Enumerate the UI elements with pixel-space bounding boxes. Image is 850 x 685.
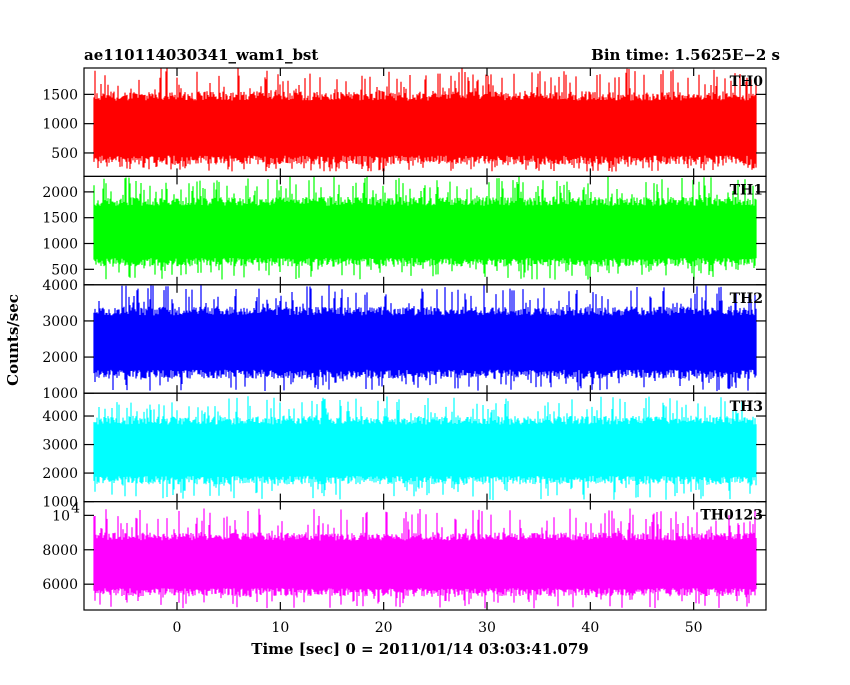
panel-th2: 1000 2000 3000 4000 TH2: [42, 278, 767, 402]
y-tick-label: 500: [51, 262, 78, 278]
panel-frame: [83, 501, 767, 611]
x-tick-label: 10: [271, 620, 289, 636]
x-tick-label: 0: [173, 620, 182, 636]
x-tick-label: 40: [581, 620, 599, 636]
series-th1: [93, 176, 757, 280]
y-tick-label: 4000: [42, 278, 78, 294]
panel-th0123: 6000 8000 410 TH0123: [42, 500, 767, 611]
y-tick-label: 3000: [42, 314, 78, 330]
panel-th3: 1000 2000 3000 4000 TH3: [42, 392, 767, 511]
panel-label-th1: TH1: [730, 182, 763, 198]
figure-title: ae110114030341_wam1_bst: [84, 46, 318, 64]
y-tick-label: 2000: [42, 185, 78, 201]
panel-th1: 500 1000 1500 2000 TH1: [42, 175, 767, 286]
panel-th0: 500 1000 1500 TH0: [42, 67, 767, 178]
y-tick-label: 10: [52, 508, 70, 524]
y-tick-label: 1500: [42, 87, 78, 103]
series-th0123: [93, 508, 757, 609]
y-tick-label: 1000: [42, 117, 78, 133]
panel-label-th2: TH2: [730, 291, 763, 307]
panel-label-th0: TH0: [730, 74, 764, 90]
y-tick-label: 4000: [42, 409, 78, 425]
y-tick-label: 2000: [42, 466, 78, 482]
y-tick-label: 1500: [42, 211, 78, 227]
panel-label-th0123: TH0123: [700, 508, 763, 524]
y-tick-label: 500: [51, 146, 78, 162]
y-tick-label: 3000: [42, 438, 78, 454]
y-tick-label: 1000: [42, 386, 78, 402]
x-tick-label: 50: [685, 620, 703, 636]
series-th0: [93, 68, 757, 172]
y-tick-exponent: 4: [71, 500, 80, 516]
x-axis-title: Time [sec] 0 = 2011/01/14 03:03:41.079: [251, 640, 588, 658]
y-tick-label: 8000: [42, 543, 78, 559]
series-th3: [93, 396, 757, 501]
y-axis-title: Counts/sec: [4, 294, 22, 386]
y-tick-label: 1000: [42, 237, 78, 253]
y-tick-label: 1000: [42, 495, 78, 511]
series-th2: [93, 285, 757, 392]
panel-label-th3: TH3: [730, 399, 763, 415]
y-tick-label: 6000: [42, 577, 78, 593]
y-tick-label: 2000: [42, 350, 78, 366]
x-tick-label: 20: [375, 620, 393, 636]
bin-time-label: Bin time: 1.5625E−2 s: [591, 46, 780, 64]
x-tick-label: 30: [478, 620, 496, 636]
